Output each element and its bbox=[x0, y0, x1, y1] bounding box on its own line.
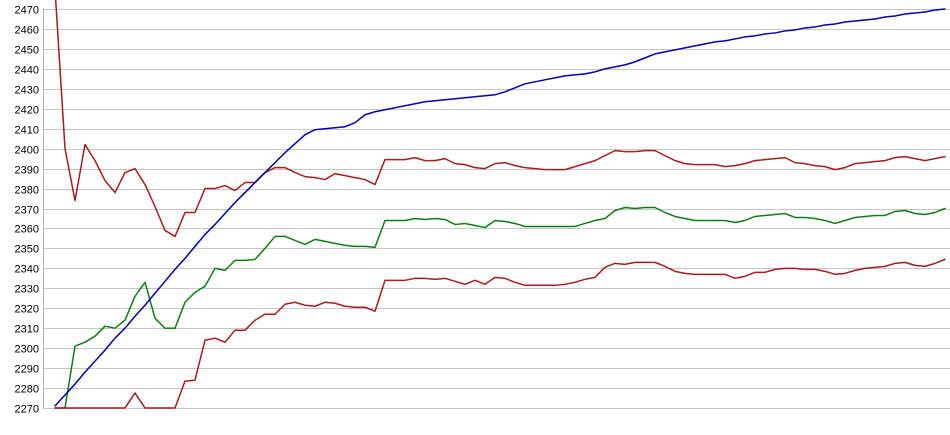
y-axis-tick-label: 2290 bbox=[15, 364, 39, 376]
y-axis-tick-label: 2420 bbox=[15, 105, 39, 117]
y-axis-tick-label: 2460 bbox=[15, 25, 39, 37]
y-axis-tick-label: 2270 bbox=[15, 404, 39, 416]
y-axis-tick-label: 2470 bbox=[15, 5, 39, 17]
y-axis-tick-label: 2360 bbox=[15, 224, 39, 236]
y-axis-tick-label: 2340 bbox=[15, 264, 39, 276]
series-line-green-middle bbox=[54, 206, 946, 409]
y-axis-tick-label: 2310 bbox=[15, 324, 39, 336]
y-axis-tick-label: 2410 bbox=[15, 125, 39, 137]
series-line-upper-red-band bbox=[54, 0, 946, 238]
y-axis-tick-label: 2320 bbox=[15, 304, 39, 316]
y-axis-tick-label: 2330 bbox=[15, 284, 39, 296]
y-axis-tick-label: 2450 bbox=[15, 45, 39, 57]
y-axis-tick-label: 2370 bbox=[15, 205, 39, 217]
y-axis-tick-label: 2280 bbox=[15, 384, 39, 396]
y-axis-tick-label: 2380 bbox=[15, 185, 39, 197]
y-axis-tick-label: 2430 bbox=[15, 85, 39, 97]
y-axis-tick-label: 2400 bbox=[15, 145, 39, 157]
y-axis-tick-label: 2350 bbox=[15, 244, 39, 256]
y-axis-tick-label: 2440 bbox=[15, 65, 39, 77]
series-line-blue-rising bbox=[54, 8, 946, 407]
y-axis-tick-label: 2390 bbox=[15, 165, 39, 177]
y-axis-tick-label: 2300 bbox=[15, 344, 39, 356]
series-line-lower-red-band bbox=[54, 258, 946, 409]
